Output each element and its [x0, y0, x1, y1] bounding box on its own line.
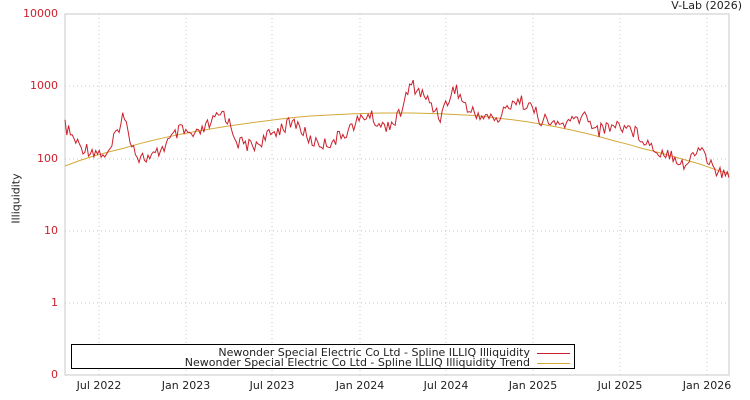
legend: Newonder Special Electric Co Ltd - Splin… [71, 344, 575, 369]
x-tick-label: Jul 2025 [597, 379, 643, 392]
legend-item-illiquidity: Newonder Special Electric Co Ltd - Splin… [218, 347, 570, 359]
y-tick-label: 10000 [23, 7, 58, 20]
legend-item-trend: Newonder Special Electric Co Ltd - Splin… [185, 357, 570, 369]
grid-lines [65, 14, 729, 375]
y-tick-label: 1000 [30, 79, 58, 92]
legend-label: Newonder Special Electric Co Ltd - Splin… [218, 346, 530, 359]
legend-swatch-gold [537, 362, 570, 364]
x-tick-label: Jan 2025 [508, 379, 558, 392]
y-tick-label: 1 [51, 296, 58, 309]
y-tick-label: 10 [44, 224, 58, 237]
y-tick-label: 100 [37, 152, 58, 165]
credit-label: V-Lab (2026) [671, 0, 742, 12]
trend-line [64, 112, 730, 175]
x-tick-label: Jul 2023 [249, 379, 295, 392]
plot-frame [64, 13, 730, 376]
x-tick-label: Jul 2024 [423, 379, 469, 392]
illiquidity-line [64, 79, 730, 179]
x-tick-label: Jul 2022 [76, 379, 122, 392]
x-tick-label: Jan 2024 [335, 379, 385, 392]
legend-swatch-red [537, 352, 570, 354]
legend-label: Newonder Special Electric Co Ltd - Splin… [184, 356, 530, 369]
y-tick-label: 0 [51, 368, 58, 381]
x-tick-label: Jan 2023 [161, 379, 211, 392]
x-tick-label: Jan 2026 [682, 379, 732, 392]
